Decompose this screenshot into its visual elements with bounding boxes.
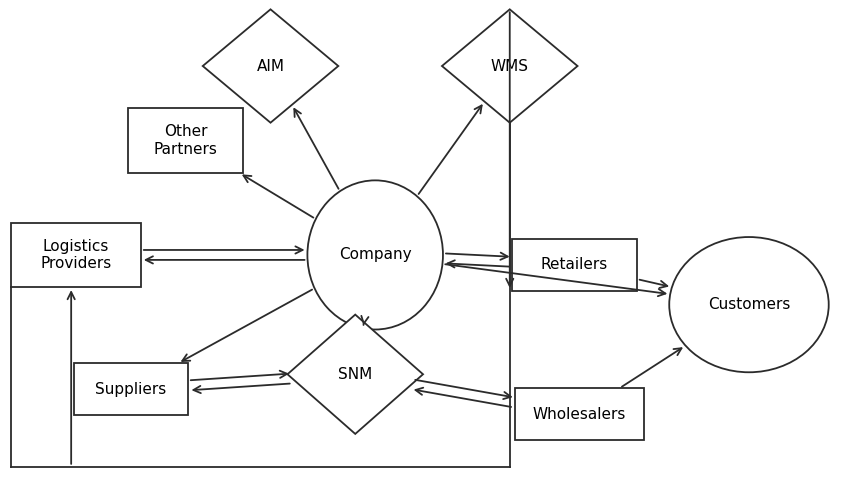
Text: Wholesalers: Wholesalers	[533, 407, 626, 422]
Bar	[74, 364, 189, 415]
Ellipse shape	[670, 237, 829, 372]
Text: Suppliers: Suppliers	[95, 382, 167, 397]
Polygon shape	[287, 315, 423, 434]
Bar	[515, 388, 644, 440]
Text: Logistics
Providers: Logistics Providers	[41, 239, 112, 271]
Text: Retailers: Retailers	[541, 257, 608, 272]
Bar	[11, 223, 141, 287]
Bar	[512, 239, 637, 291]
Text: AIM: AIM	[257, 59, 285, 74]
Text: Other
Partners: Other Partners	[154, 124, 218, 157]
Text: SNM: SNM	[338, 367, 372, 382]
Text: Customers: Customers	[708, 297, 790, 312]
Ellipse shape	[307, 181, 443, 329]
Polygon shape	[442, 9, 578, 122]
Text: WMS: WMS	[490, 59, 529, 74]
Polygon shape	[202, 9, 338, 122]
Bar	[129, 108, 243, 173]
Text: Company: Company	[339, 247, 412, 263]
